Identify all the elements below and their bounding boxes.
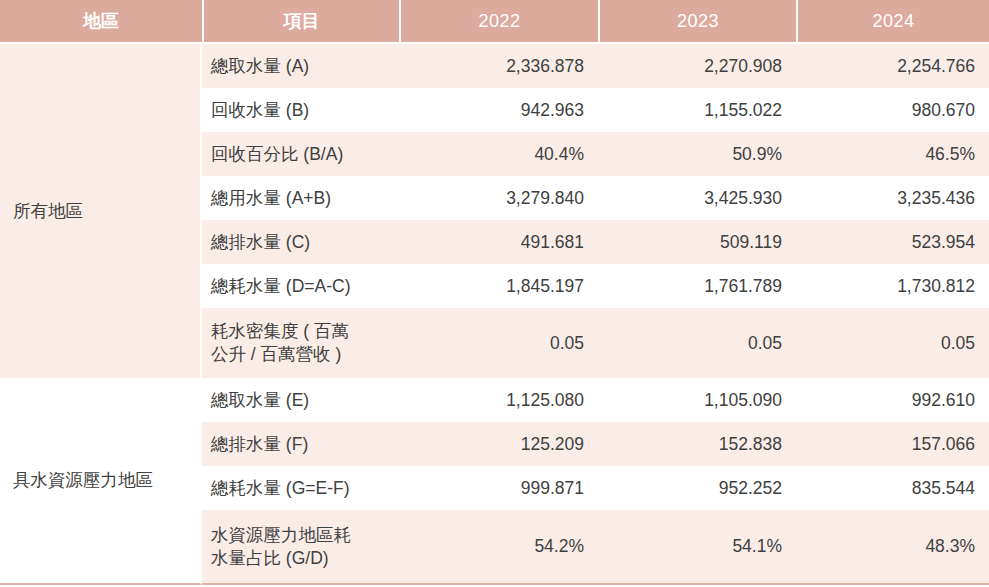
- item-cell: 總排水量 (C): [202, 220, 399, 264]
- item-cell: 總取水量 (E): [202, 378, 399, 422]
- col-header-region: 地區: [0, 0, 202, 44]
- value-cell: 46.5%: [796, 132, 989, 176]
- col-header-2023: 2023: [598, 0, 796, 44]
- col-header-2024: 2024: [796, 0, 989, 44]
- value-cell: 0.05: [399, 308, 598, 378]
- region-cell-water-stressed-areas: 具水資源壓力地區: [0, 378, 202, 585]
- value-cell: 835.544: [796, 466, 989, 510]
- item-cell: 總用水量 (A+B): [202, 176, 399, 220]
- item-cell: 總耗水量 (D=A-C): [202, 264, 399, 308]
- value-cell: 152.838: [598, 422, 796, 466]
- value-cell: 491.681: [399, 220, 598, 264]
- value-cell: 157.066: [796, 422, 989, 466]
- item-cell: 回收水量 (B): [202, 88, 399, 132]
- item-cell: 總取水量 (A): [202, 44, 399, 88]
- col-header-2022: 2022: [399, 0, 598, 44]
- value-cell: 0.05: [598, 308, 796, 378]
- value-cell: 1,761.789: [598, 264, 796, 308]
- value-cell: 3,425.930: [598, 176, 796, 220]
- value-cell: 40.4%: [399, 132, 598, 176]
- value-cell: 48.3%: [796, 510, 989, 585]
- value-cell: 0.05: [796, 308, 989, 378]
- item-cell: 回收百分比 (B/A): [202, 132, 399, 176]
- value-cell: 952.252: [598, 466, 796, 510]
- water-data-table: 地區 項目 2022 2023 2024 所有地區 總取水量 (A) 2,336…: [0, 0, 989, 585]
- value-cell: 50.9%: [598, 132, 796, 176]
- item-cell: 總耗水量 (G=E-F): [202, 466, 399, 510]
- value-cell: 3,279.840: [399, 176, 598, 220]
- value-cell: 1,105.090: [598, 378, 796, 422]
- col-header-item: 項目: [202, 0, 399, 44]
- value-cell: 2,254.766: [796, 44, 989, 88]
- header-row: 地區 項目 2022 2023 2024: [0, 0, 989, 44]
- value-cell: 1,730.812: [796, 264, 989, 308]
- item-cell: 耗水密集度 ( 百萬 公升 / 百萬營收 ): [202, 308, 399, 378]
- table-row: 所有地區 總取水量 (A) 2,336.878 2,270.908 2,254.…: [0, 44, 989, 88]
- value-cell: 54.2%: [399, 510, 598, 585]
- value-cell: 1,125.080: [399, 378, 598, 422]
- value-cell: 1,845.197: [399, 264, 598, 308]
- value-cell: 942.963: [399, 88, 598, 132]
- item-cell: 總排水量 (F): [202, 422, 399, 466]
- value-cell: 1,155.022: [598, 88, 796, 132]
- item-cell: 水資源壓力地區耗 水量占比 (G/D): [202, 510, 399, 585]
- value-cell: 2,336.878: [399, 44, 598, 88]
- value-cell: 3,235.436: [796, 176, 989, 220]
- water-statistics-table-container: 地區 項目 2022 2023 2024 所有地區 總取水量 (A) 2,336…: [0, 0, 989, 585]
- value-cell: 523.954: [796, 220, 989, 264]
- value-cell: 992.610: [796, 378, 989, 422]
- value-cell: 125.209: [399, 422, 598, 466]
- value-cell: 999.871: [399, 466, 598, 510]
- table-row: 具水資源壓力地區 總取水量 (E) 1,125.080 1,105.090 99…: [0, 378, 989, 422]
- value-cell: 2,270.908: [598, 44, 796, 88]
- value-cell: 980.670: [796, 88, 989, 132]
- value-cell: 54.1%: [598, 510, 796, 585]
- region-cell-all-areas: 所有地區: [0, 44, 202, 378]
- value-cell: 509.119: [598, 220, 796, 264]
